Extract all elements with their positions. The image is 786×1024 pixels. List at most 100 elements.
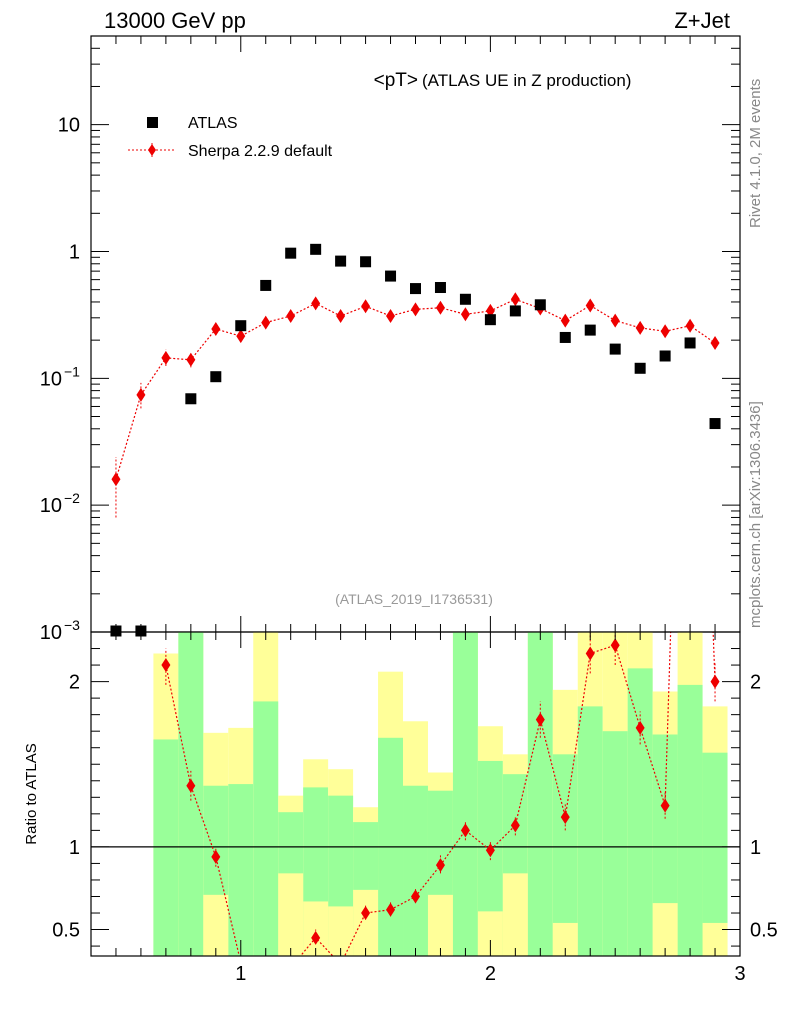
ratio-y-tick-label-left: 2 (69, 672, 80, 694)
ratio-y-label: Ratio to ATLAS (23, 743, 40, 844)
ratio-band-outer-lower (353, 889, 379, 956)
sherpa-point (585, 298, 595, 313)
ratio-band-outer-lower (502, 873, 528, 956)
sherpa-point (386, 309, 396, 324)
ratio-x-tick-label: 2 (485, 963, 496, 985)
sherpa-point (211, 321, 221, 336)
main-y-tick-label: 1 (69, 241, 80, 263)
ratio-sherpa-point (710, 674, 720, 689)
main-y-tick-label: 10 (40, 622, 62, 644)
ratio-sherpa-point (660, 798, 670, 813)
ratio-band-inner (403, 785, 428, 956)
ratio-y-axis: 0.5 0.5 1 1 2 2 (52, 648, 778, 947)
atlas-point (659, 350, 671, 362)
sherpa-line (115, 298, 716, 480)
atlas-point (385, 270, 397, 282)
side-label-mcplots: mcplots.cern.ch [arXiv:1306.3436] (747, 401, 764, 628)
main-y-tick-exponent: −3 (64, 617, 80, 633)
sherpa-point (710, 335, 720, 350)
sherpa-point (510, 292, 520, 307)
sherpa-point (560, 313, 570, 328)
atlas-point (709, 418, 721, 430)
ratio-sherpa-point (361, 906, 371, 921)
ratio-y-tick-label-right: 1 (750, 837, 761, 859)
atlas-point (584, 324, 596, 336)
ratio-sherpa-point (535, 712, 545, 727)
sherpa-point (336, 309, 346, 324)
header-right: Z+Jet (674, 8, 730, 33)
ratio-x-tick-label: 3 (734, 963, 745, 985)
sherpa-point (311, 296, 321, 311)
ratio-sherpa-group (161, 632, 720, 956)
atlas-point (335, 255, 347, 267)
ratio-band-outer-lower (278, 873, 304, 956)
atlas-point (459, 293, 471, 305)
atlas-point (310, 243, 322, 255)
ratio-band-inner (577, 706, 603, 956)
atlas-point (235, 320, 247, 332)
sherpa-point (435, 300, 445, 315)
sherpa-point (460, 307, 470, 322)
ratio-band-inner (253, 701, 279, 956)
ratio-band-inner (153, 739, 179, 956)
atlas-point (210, 371, 222, 383)
ratio-sherpa-point (186, 778, 196, 793)
sherpa-point (236, 329, 246, 344)
ratio-panel: 0.5 0.5 1 1 2 2 1 2 3 Ratio to ATLAS (23, 631, 778, 985)
plot-title: <pT> (374, 70, 418, 91)
sherpa-point (685, 318, 695, 333)
atlas-point (609, 343, 621, 355)
atlas-point (534, 299, 546, 311)
atlas-point (434, 282, 446, 294)
analysis-watermark: (ATLAS_2019_I1736531) (335, 591, 493, 607)
atlas-point (559, 331, 571, 343)
plot-subtitle: (ATLAS UE in Z production) (422, 71, 631, 90)
sherpa-point (186, 352, 196, 367)
main-y-tick-exponent: −2 (64, 490, 80, 506)
sherpa-point (111, 472, 121, 487)
atlas-point (509, 305, 521, 317)
legend-atlas-marker (147, 117, 158, 128)
ratio-plot-content (91, 632, 740, 956)
sherpa-point (161, 350, 171, 365)
sherpa-point (361, 299, 371, 314)
ratio-sherpa-point (311, 930, 321, 945)
ratio-sherpa-point (386, 902, 396, 917)
main-y-tick-label: 10 (58, 115, 80, 137)
ratio-x-axis: 1 2 3 (115, 632, 746, 985)
sherpa-point (286, 309, 296, 324)
atlas-point (684, 337, 696, 349)
ratio-band-outer-lower (652, 903, 678, 956)
ratio-band-inner (527, 632, 553, 956)
ratio-sherpa-point (435, 858, 445, 873)
sherpa-point (261, 315, 271, 330)
atlas-point (634, 362, 646, 374)
main-y-tick-exponent: −1 (64, 363, 80, 379)
ratio-sherpa-point (485, 843, 495, 858)
side-label-rivet: Rivet 4.1.0, 2M events (747, 79, 764, 228)
ratio-band-inner (452, 632, 478, 956)
ratio-band-outer-lower (203, 894, 229, 956)
main-plot-content (110, 243, 721, 637)
legend-sherpa-marker (148, 144, 156, 156)
atlas-point (260, 279, 272, 291)
atlas-point (484, 314, 496, 326)
ratio-band-inner (602, 731, 628, 956)
atlas-point (185, 393, 197, 405)
ratio-y-tick-label-left: 1 (69, 837, 80, 859)
legend: ATLAS Sherpa 2.2.9 default (128, 115, 333, 160)
sherpa-point (635, 320, 645, 335)
sherpa-point (411, 302, 420, 317)
sherpa-point (610, 313, 620, 328)
atlas-point (285, 247, 297, 259)
ratio-sherpa-point (510, 818, 520, 833)
ratio-band-inner (702, 752, 728, 956)
sherpa-point (136, 387, 146, 402)
ratio-x-tick-label: 1 (235, 963, 246, 985)
atlas-point (410, 283, 421, 295)
header-left: 13000 GeV pp (104, 8, 246, 33)
atlas-point (360, 256, 372, 268)
main-x-ticks (115, 36, 741, 632)
